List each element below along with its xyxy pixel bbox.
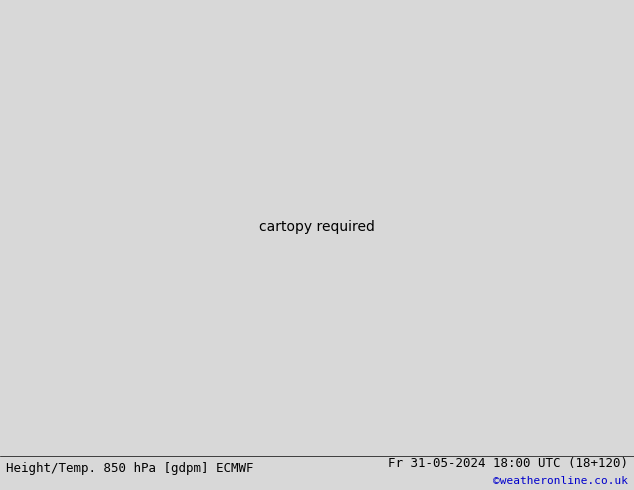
Text: cartopy required: cartopy required (259, 220, 375, 234)
Text: Height/Temp. 850 hPa [gdpm] ECMWF: Height/Temp. 850 hPa [gdpm] ECMWF (6, 463, 254, 475)
Text: ©weatheronline.co.uk: ©weatheronline.co.uk (493, 476, 628, 486)
Text: Fr 31-05-2024 18:00 UTC (18+120): Fr 31-05-2024 18:00 UTC (18+120) (387, 457, 628, 470)
